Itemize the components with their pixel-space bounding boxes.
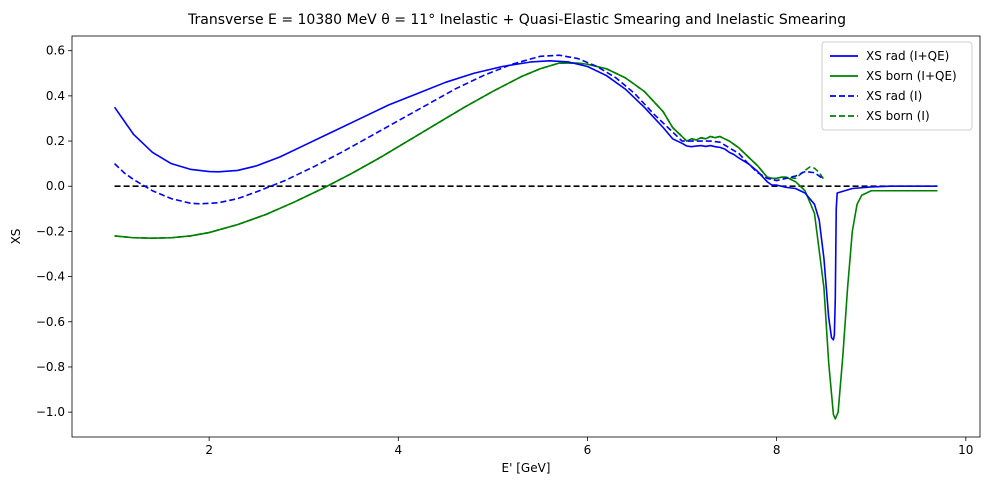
y-tick-label: −1.0 — [36, 405, 65, 419]
legend-label: XS born (I+QE) — [866, 69, 957, 83]
series-line-3 — [114, 62, 825, 239]
y-tick-label: −0.6 — [36, 315, 65, 329]
chart-title: Transverse E = 10380 MeV θ = 11° Inelast… — [187, 12, 846, 28]
x-tick-label: 4 — [394, 443, 402, 457]
legend-label: XS rad (I) — [866, 89, 922, 103]
y-tick-label: −0.8 — [36, 360, 65, 374]
legend-label: XS rad (I+QE) — [866, 49, 949, 63]
plot-frame — [71, 35, 981, 438]
series-line-0 — [113, 60, 938, 341]
y-tick-label: 0.6 — [46, 44, 65, 58]
x-tick-label: 10 — [958, 443, 973, 457]
x-tick-label: 6 — [584, 443, 592, 457]
x-axis: 2 4 6 8 10 — [205, 437, 973, 457]
legend: XS rad (I+QE) XS born (I+QE) XS rad (I) XS … — [821, 41, 973, 131]
x-axis-label: E' [GeV] — [502, 461, 551, 475]
y-tick-label: −0.4 — [36, 270, 65, 284]
legend-box — [821, 41, 973, 131]
y-axis: −1.0 −0.8 −0.6 −0.4 −0.2 0.0 0.2 0.4 0.6 — [36, 44, 72, 419]
legend-label: XS born (I) — [866, 109, 930, 123]
x-tick-label: 8 — [773, 443, 781, 457]
y-tick-label: 0.2 — [46, 134, 65, 148]
series-line-2 — [114, 54, 825, 205]
y-axis-label: XS — [9, 229, 23, 245]
x-tick-label: 2 — [205, 443, 213, 457]
y-tick-label: 0.0 — [46, 179, 65, 193]
y-tick-label: 0.4 — [46, 89, 65, 103]
y-tick-label: −0.2 — [36, 224, 65, 238]
series-layer — [113, 54, 938, 420]
